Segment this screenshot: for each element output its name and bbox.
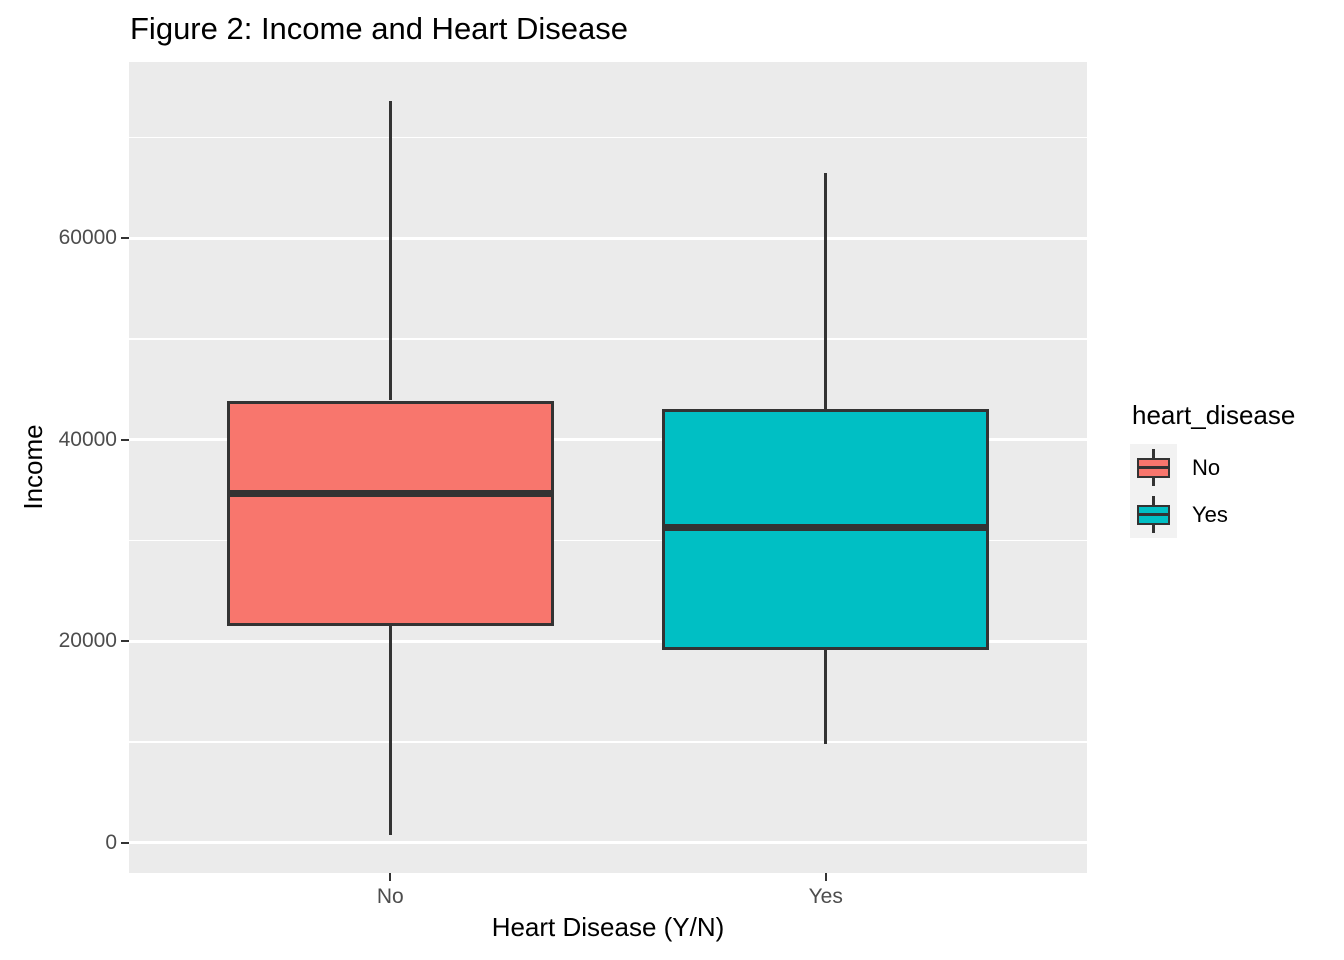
- gridline-major: [129, 236, 1087, 240]
- gridline-major: [129, 639, 1087, 643]
- legend-key-median-icon: [1139, 513, 1168, 516]
- plot-panel: [129, 62, 1087, 873]
- legend: heart_disease No Yes: [1130, 400, 1295, 538]
- x-axis-tick-label: No: [376, 885, 404, 908]
- legend-entry-no: No: [1130, 444, 1295, 491]
- boxplot-box: [226, 400, 554, 627]
- legend-title: heart_disease: [1132, 400, 1296, 430]
- legend-key-box: [1137, 505, 1170, 525]
- legend-entry-label: No: [1192, 454, 1221, 480]
- gridline-major: [129, 841, 1087, 845]
- y-axis-tick-label: 0: [105, 830, 117, 854]
- y-axis-tick: [121, 841, 129, 844]
- y-axis-tick: [121, 237, 129, 240]
- boxplot-median: [665, 523, 986, 531]
- gridline-minor: [129, 136, 1087, 139]
- legend-key-box: [1137, 458, 1170, 478]
- legend-entry-label: Yes: [1192, 501, 1228, 527]
- boxplot-upper-whisker: [824, 172, 828, 409]
- gridline-minor: [129, 338, 1087, 340]
- legend-key-swatch: [1130, 491, 1177, 538]
- y-axis-tick-label: 20000: [58, 629, 117, 653]
- boxplot-lower-whisker: [388, 626, 392, 835]
- chart-title: Figure 2: Income and Heart Disease: [130, 11, 628, 46]
- x-axis-tick-label: Yes: [808, 885, 843, 908]
- x-axis-title: Heart Disease (Y/N): [491, 912, 725, 942]
- legend-key-swatch: [1130, 444, 1177, 491]
- legend-key-median-icon: [1139, 466, 1168, 469]
- gridline-major: [129, 438, 1087, 442]
- y-axis-tick-label: 40000: [58, 427, 117, 451]
- boxplot-median: [229, 489, 551, 497]
- x-axis-tick: [389, 873, 392, 881]
- y-axis-tick: [121, 640, 129, 643]
- x-axis-tick: [824, 873, 827, 881]
- y-axis-tick-label: 60000: [58, 226, 117, 250]
- legend-entry-yes: Yes: [1130, 491, 1295, 538]
- gridline-minor: [129, 741, 1087, 743]
- boxplot-lower-whisker: [824, 650, 828, 745]
- boxplot-upper-whisker: [388, 101, 392, 401]
- y-axis-tick: [121, 438, 129, 441]
- gridline-minor: [129, 539, 1087, 542]
